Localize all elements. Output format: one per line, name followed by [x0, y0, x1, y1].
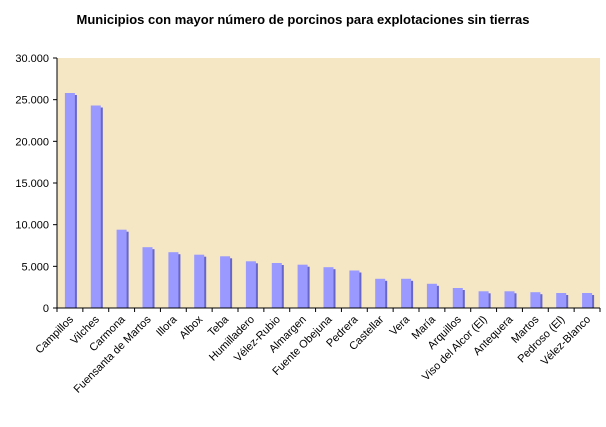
y-tick-label: 30.000	[15, 53, 49, 65]
y-tick-label: 20.000	[15, 136, 49, 148]
bar-fill	[504, 291, 515, 308]
bar-12	[349, 270, 362, 308]
bar-6	[194, 254, 207, 308]
chart-title: Municipios con mayor número de porcinos …	[77, 12, 530, 27]
bar-fill	[168, 252, 179, 308]
bars-group	[64, 93, 595, 308]
bar-fill	[452, 288, 463, 308]
bar-fill	[582, 293, 593, 308]
bar-fill	[349, 270, 360, 308]
bar-fill	[142, 247, 153, 308]
bar-fill	[530, 292, 541, 308]
bar-fill	[426, 283, 437, 308]
bar-7	[220, 256, 233, 308]
bar-9	[271, 263, 284, 308]
bar-fill	[556, 293, 567, 308]
bar-fill	[116, 229, 127, 308]
bar-15	[426, 283, 439, 308]
y-tick-label: 5.000	[21, 261, 49, 273]
bar-fill	[220, 256, 231, 308]
y-tick-label: 10.000	[15, 220, 49, 232]
bar-fill	[323, 267, 334, 308]
bar-fill	[297, 264, 308, 308]
x-tick-label: Illora	[154, 313, 180, 339]
bar-11	[323, 267, 336, 308]
x-tick-label: Albox	[177, 313, 205, 341]
bar-fill	[90, 105, 101, 308]
bar-19	[530, 292, 543, 308]
bar-20	[556, 293, 569, 308]
bar-5	[168, 252, 181, 308]
bar-13	[375, 278, 388, 308]
bar-3	[116, 229, 129, 308]
bar-16	[452, 288, 465, 308]
y-tick-label: 15.000	[15, 178, 49, 190]
bar-fill	[375, 278, 386, 308]
bar-14	[401, 278, 414, 308]
bar-8	[245, 261, 258, 308]
y-tick-label: 0	[43, 303, 49, 315]
bar-21	[582, 293, 595, 308]
bar-18	[504, 291, 517, 308]
bar-fill	[64, 93, 75, 308]
bar-1	[64, 93, 77, 308]
bar-10	[297, 264, 310, 308]
bar-2	[90, 105, 103, 308]
y-axis: 0 5.000 10.000 15.000 20.000 25.000 30.000	[15, 53, 58, 315]
bar-17	[478, 291, 491, 308]
bar-fill	[401, 278, 412, 308]
bar-fill	[271, 263, 282, 308]
x-tick-label: Vera	[388, 313, 413, 338]
bar-4	[142, 247, 155, 308]
bar-fill	[478, 291, 489, 308]
x-tick-label: Campillos	[33, 313, 76, 356]
bar-fill	[194, 254, 205, 308]
bar-fill	[245, 261, 256, 308]
y-tick-label: 25.000	[15, 95, 49, 107]
